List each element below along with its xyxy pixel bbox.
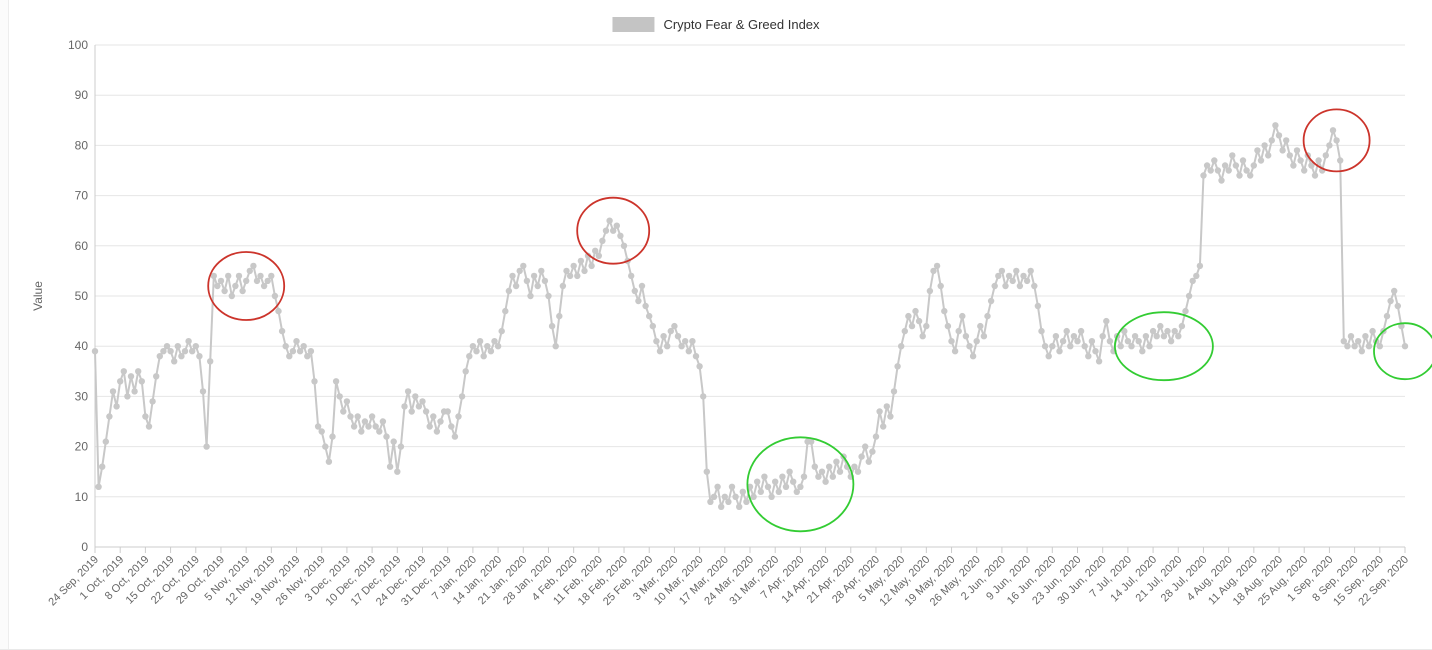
svg-text:40: 40 xyxy=(75,339,89,353)
red-circle-annotation xyxy=(1302,108,1371,173)
svg-text:20: 20 xyxy=(75,440,89,454)
green-circle-annotation xyxy=(746,436,855,533)
green-circle-annotation xyxy=(1114,311,1214,382)
green-circle-annotation xyxy=(1373,322,1432,381)
y-axis-labels: 0 10 20 30 40 50 60 70 80 90 100 xyxy=(68,38,88,554)
chart-legend[interactable]: Crypto Fear & Greed Index xyxy=(612,17,820,32)
svg-text:100: 100 xyxy=(68,38,88,52)
red-circle-annotation xyxy=(207,251,286,321)
red-circle-annotation xyxy=(576,196,651,265)
legend-label: Crypto Fear & Greed Index xyxy=(663,17,820,32)
svg-text:80: 80 xyxy=(75,138,89,152)
series-markers xyxy=(91,122,1409,510)
page-left-gutter xyxy=(0,0,9,650)
svg-text:70: 70 xyxy=(75,189,89,203)
y-axis-title: Value xyxy=(31,281,45,311)
svg-text:0: 0 xyxy=(81,540,88,554)
svg-text:50: 50 xyxy=(75,289,89,303)
annotation-ellipses xyxy=(207,108,1432,533)
legend-swatch xyxy=(612,17,655,32)
svg-text:60: 60 xyxy=(75,239,89,253)
svg-text:90: 90 xyxy=(75,88,89,102)
series-line xyxy=(94,124,1406,508)
svg-text:10: 10 xyxy=(75,490,89,504)
svg-text:30: 30 xyxy=(75,389,89,403)
x-axis-ticks xyxy=(94,547,1406,553)
